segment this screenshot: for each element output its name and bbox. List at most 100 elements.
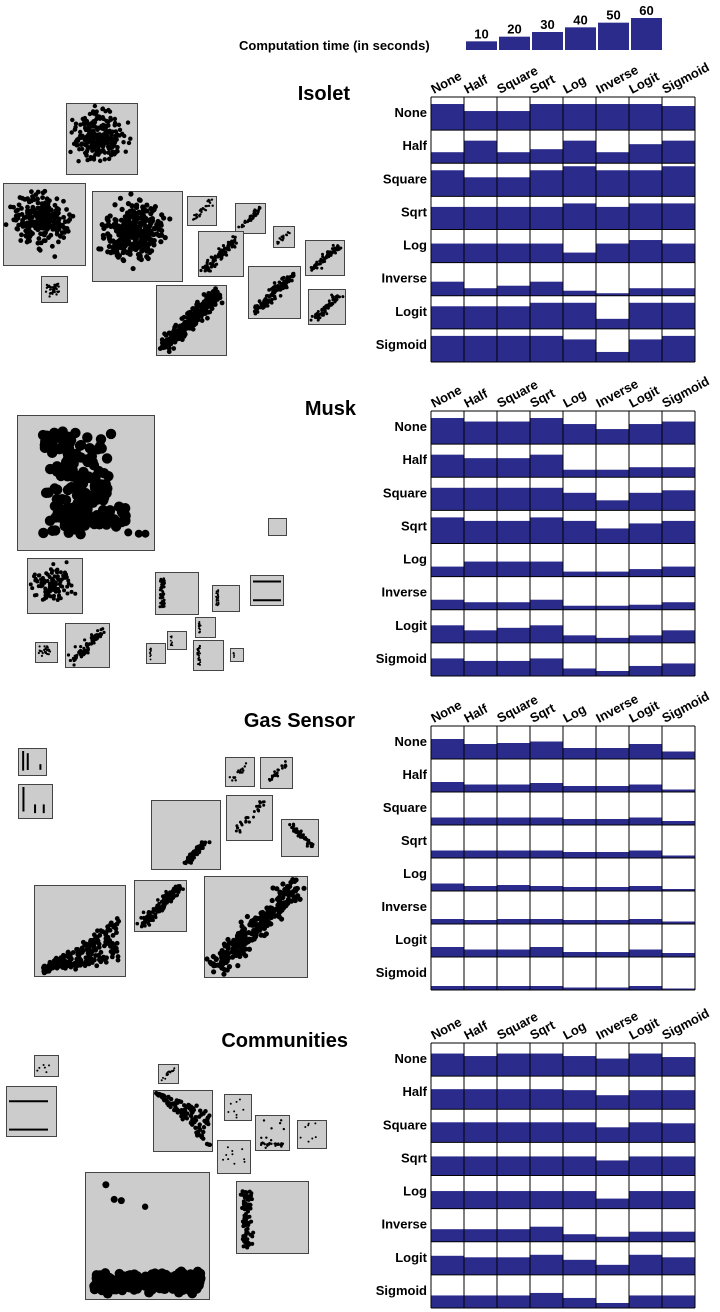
scatter-point [106, 150, 111, 155]
scatter-point [237, 225, 241, 229]
heatmap-cell-bar [563, 748, 596, 759]
heatmap-cell-bar [464, 288, 497, 296]
heatmap-cell-bar [662, 789, 695, 792]
scatter-point [191, 849, 196, 854]
scatter-point [109, 954, 115, 960]
scatter-point [265, 909, 271, 915]
scatter-point [170, 635, 173, 638]
scatter-point [47, 574, 52, 579]
scatter-point [92, 103, 98, 109]
scatter-point [243, 765, 247, 768]
scatter-point [277, 890, 283, 896]
scatter-point [130, 265, 136, 272]
scatter-point [269, 1139, 273, 1142]
scatter-point [55, 570, 60, 575]
scatter-point [233, 652, 235, 655]
scatter-point [206, 266, 210, 270]
heatmap-cell-bar [596, 887, 629, 891]
scatter-point [280, 1145, 283, 1148]
heatmap-cell-bar [431, 1229, 464, 1242]
scatter-point [263, 297, 268, 301]
legend-bar [631, 18, 662, 50]
legend-bar-label: 30 [540, 17, 554, 32]
scatter-point [204, 956, 210, 962]
heatmap-cell-bar [530, 625, 563, 643]
scatter-point [96, 115, 102, 120]
scatter-panel [18, 748, 47, 776]
scatter-point [115, 957, 121, 963]
scatter-point [127, 246, 133, 252]
scatter-point [113, 222, 119, 228]
heatmap-cell-bar [431, 487, 464, 511]
scatter-point [69, 589, 74, 594]
scatter-point [325, 253, 329, 257]
scatter-point [110, 1195, 118, 1203]
heatmap-cell-bar [530, 1254, 563, 1275]
scatter-point [55, 588, 60, 593]
scatter-point [198, 621, 201, 624]
heatmap-cell-bar [596, 500, 629, 511]
scatter-point [16, 202, 22, 208]
scatter-point [252, 309, 257, 314]
scatter-point [57, 581, 62, 586]
scatter-point [315, 312, 319, 316]
heatmap-cell-bar [596, 528, 629, 544]
scatter-point [268, 779, 272, 782]
scatter-point [164, 900, 168, 905]
scatter-point [250, 1241, 255, 1246]
heatmap-cell-bar [530, 658, 563, 676]
heatmap-cell-bar [563, 492, 596, 511]
scatter-point [98, 635, 103, 639]
scatter-point [239, 923, 245, 929]
scatter-point [162, 1076, 165, 1079]
scatter-point [191, 218, 195, 221]
scatter-point [247, 218, 250, 222]
scatter-point [109, 514, 120, 525]
scatter-point [46, 646, 49, 649]
scatter-point [140, 207, 146, 213]
scatter-point [65, 228, 71, 234]
heatmap-cell-bar [596, 1198, 629, 1209]
scatter-point [330, 247, 334, 251]
scatter-point [252, 215, 255, 219]
heatmap-cell-bar [530, 170, 563, 197]
scatter-point [125, 1278, 136, 1288]
scatter-point [57, 285, 60, 288]
musk-title: Musk [305, 398, 357, 420]
scatter-panel [268, 518, 287, 536]
scatter-point [165, 1073, 168, 1076]
heatmap-cell-bar [629, 1231, 662, 1242]
scatter-point [80, 146, 85, 152]
scatter-point [79, 141, 85, 146]
heatmap-cell-bar [497, 919, 530, 924]
scatter-point [96, 629, 100, 633]
scatter-point [233, 946, 239, 952]
scatter-point [41, 238, 47, 244]
scatter-point [92, 641, 96, 645]
scatter-point [209, 262, 213, 266]
scatter-point [52, 254, 58, 259]
scatter-point [19, 206, 24, 211]
scatter-point [189, 315, 195, 321]
scatter-point [181, 1103, 187, 1108]
scatter-panel [235, 203, 266, 234]
heatmap-cell-bar [662, 302, 695, 329]
heatmap-cell-bar [629, 203, 662, 230]
scatter-point [321, 252, 325, 256]
scatter-point [25, 204, 30, 210]
scatter-point [150, 649, 152, 652]
scatter-point [215, 602, 218, 605]
scatter-point [84, 134, 90, 139]
heatmap-cell-bar [431, 1295, 464, 1308]
scatter-point [124, 528, 133, 537]
scatter-point [84, 143, 90, 149]
scatter-point [60, 222, 65, 228]
scatter-point [258, 922, 265, 928]
scatter-point [249, 1197, 254, 1202]
scatter-point [250, 930, 256, 936]
scatter-point [238, 820, 242, 824]
heatmap-cell-bar [563, 302, 596, 329]
scatter-point [107, 238, 113, 244]
scatter-point [107, 213, 113, 219]
scatter-point [51, 286, 54, 289]
